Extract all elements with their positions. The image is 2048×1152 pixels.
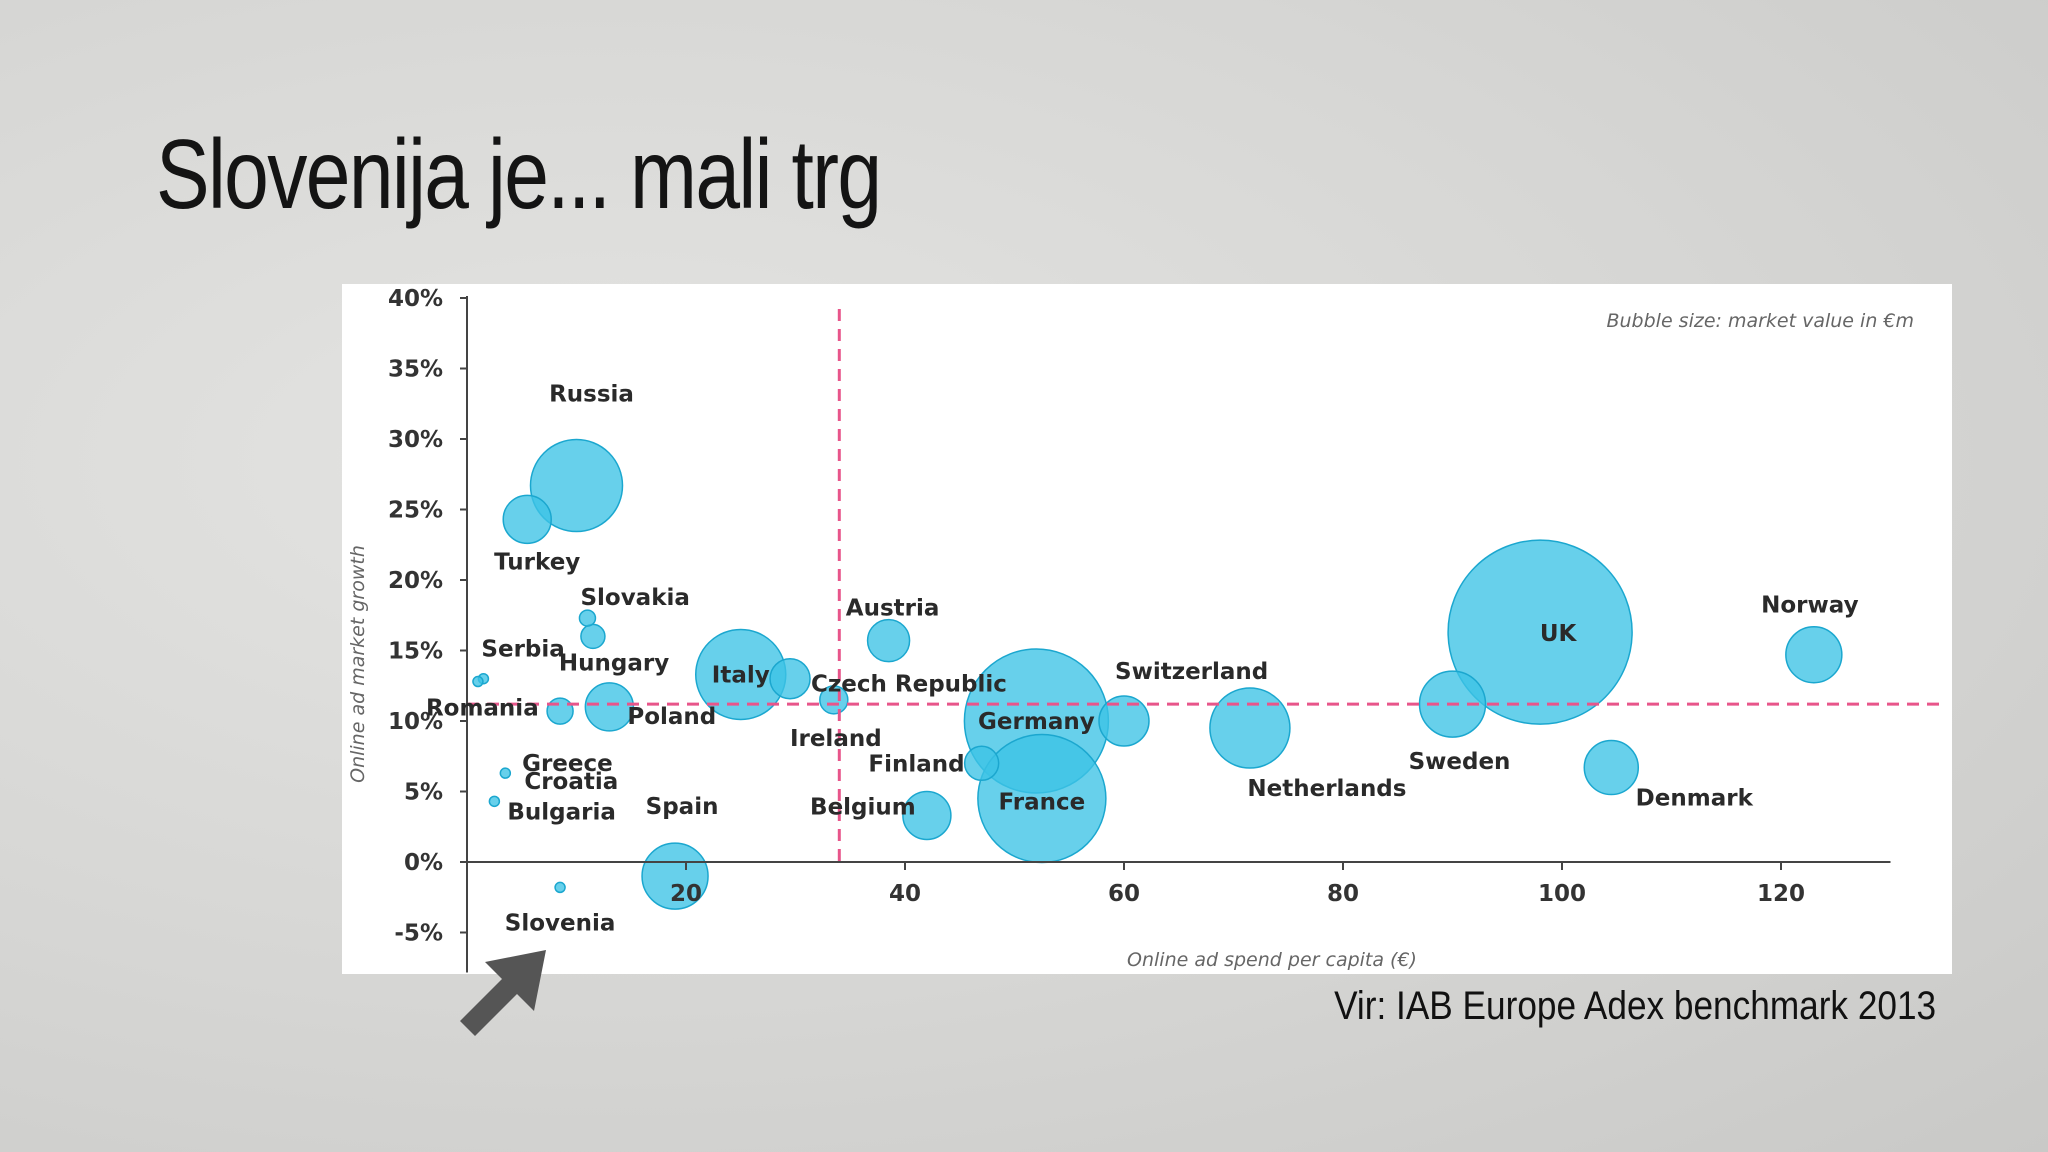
bubble-chart-svg: -5% 0% 5% 10% 15% 20% 25% 30% 35% 40% 20 40 60 80 100 1… [347,286,1942,973]
bubble-netherlands [1209,687,1291,769]
bubble-slovenia [554,881,566,894]
x-axis-title: Online ad spend per capita (€) [1127,949,1417,971]
label-greece: Greece [522,751,613,777]
bubble-romania [472,675,484,688]
bubble-turkey [502,494,552,545]
y-tick-label: 0% [404,850,443,876]
label-turkey: Turkey [494,549,580,575]
y-tick-label: 40% [388,286,443,312]
label-russia: Russia [549,382,634,408]
label-denmark: Denmark [1636,786,1754,812]
label-croatia: Croatia [524,769,618,795]
label-austria: Austria [846,596,940,622]
bubble-chart: -5% 0% 5% 10% 15% 20% 25% 30% 35% 40% 20 40 60 80 100 1… [342,284,1952,974]
arrow-up-right-icon [460,950,546,1036]
y-axis-title: Online ad market growth [347,545,369,783]
label-czech-republic: Czech Republic [811,672,1007,698]
x-tick-label: 20 [670,881,702,907]
label-spain: Spain [646,794,719,820]
bubble-bulgaria [488,795,501,808]
bubble-size-note: Bubble size: market value in €m [1606,310,1914,332]
label-slovakia: Slovakia [580,585,689,611]
label-serbia: Serbia [481,637,564,663]
bubble-denmark [1583,739,1640,796]
bubble-russia [529,438,624,533]
label-belgium: Belgium [810,794,916,820]
bubble-croatia [499,767,512,779]
y-tick-label: 20% [388,568,443,594]
bubble-czech-republic [769,657,811,700]
y-tick-label: 35% [388,357,443,383]
y-tick-label: 25% [388,498,443,524]
bubble-uk [1447,539,1633,725]
label-uk: UK [1540,621,1578,647]
bubble-greece [546,697,574,725]
label-switzerland: Switzerland [1115,659,1268,685]
label-romania: Romania [426,696,539,722]
label-slovenia: Slovenia [505,910,616,936]
x-tick-label: 120 [1757,881,1805,907]
bubbles-layer [472,438,1843,910]
bubble-hungary [580,623,606,650]
bubble-ireland [819,685,849,715]
label-norway: Norway [1761,593,1858,619]
slide-title: Slovenija je... mali trg [156,119,882,229]
y-tick-label: 5% [404,780,443,806]
y-tick-label: -5% [394,921,443,947]
label-sweden: Sweden [1409,749,1511,775]
label-france: France [999,790,1086,816]
x-tick-label: 60 [1108,881,1140,907]
x-tick-label: 80 [1327,881,1359,907]
y-tick-label: 10% [388,709,443,735]
bubble-austria [866,618,911,663]
y-tick-label: 15% [388,639,443,665]
bubble-finland [963,745,1000,782]
bubble-poland [584,682,635,732]
bubble-norway [1785,625,1843,684]
axes: -5% 0% 5% 10% 15% 20% 25% 30% 35% 40% 20 40 60 80 100 1… [388,286,1891,973]
bubble-spain [641,842,709,910]
label-netherlands: Netherlands [1247,776,1406,802]
bubble-belgium [902,790,952,841]
reference-lines [467,309,1942,862]
label-germany: Germany [978,709,1095,735]
label-poland: Poland [627,704,716,730]
source-citation: Vir: IAB Europe Adex benchmark 2013 [1333,984,1936,1028]
label-bulgaria: Bulgaria [507,799,616,825]
label-italy: Italy [712,662,770,688]
label-finland: Finland [868,751,964,777]
bubble-slovakia [578,609,597,627]
bubble-switzerland [1098,695,1150,747]
x-tick-label: 40 [889,881,921,907]
label-ireland: Ireland [790,726,882,752]
label-hungary: Hungary [559,650,669,676]
x-tick-label: 100 [1538,881,1586,907]
y-tick-label: 30% [388,427,443,453]
